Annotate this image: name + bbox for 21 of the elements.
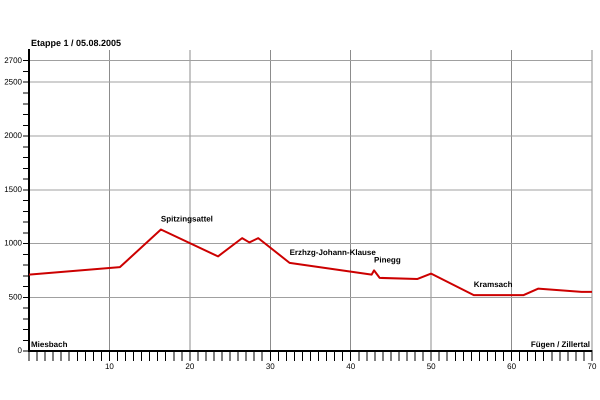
x-tick-label: 70 (588, 362, 597, 372)
x-tick-label: 50 (426, 362, 436, 372)
annotation: Erzhzg-Johann-Klause (290, 248, 376, 257)
x-tick-label: 20 (185, 362, 195, 372)
y-tick-label: 0 (18, 346, 23, 356)
annotation: Pinegg (374, 255, 401, 264)
chart-title: Etappe 1 / 05.08.2005 (31, 38, 122, 48)
annotation: Fügen / Zillertal (530, 340, 590, 349)
y-tick-label: 500 (8, 292, 23, 302)
y-tick-label: 1500 (4, 184, 23, 194)
x-tick-label: 10 (104, 362, 114, 372)
x-tick-label: 30 (266, 362, 276, 372)
y-tick-label: 2700 (4, 56, 23, 65)
annotation: Miesbach (31, 340, 68, 349)
y-tick-label: 1000 (4, 238, 23, 248)
x-tick-label: 60 (507, 362, 517, 372)
y-tick-label: 2500 (4, 77, 23, 86)
annotation: Spitzingsattel (160, 214, 213, 224)
y-tick-label: 2000 (4, 131, 23, 140)
x-tick-label: 40 (346, 362, 356, 372)
annotation: Kramsach (474, 280, 513, 290)
